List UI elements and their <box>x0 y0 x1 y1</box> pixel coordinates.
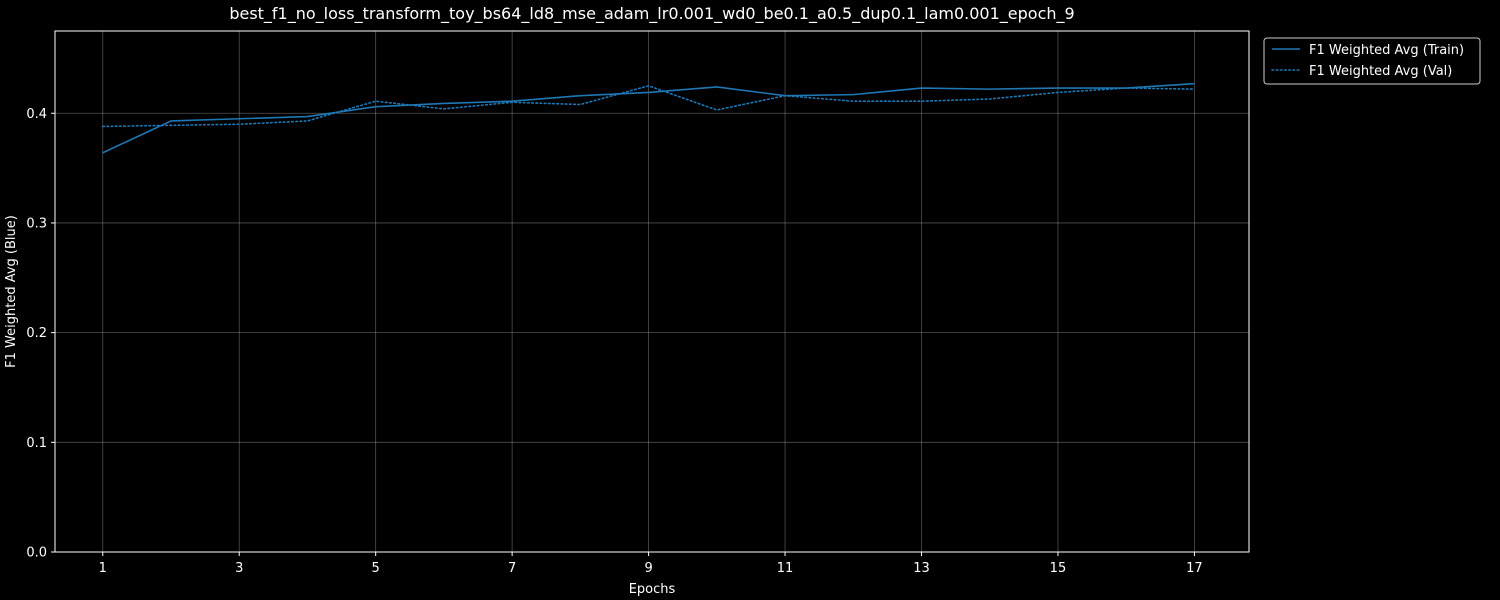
x-tick-label: 17 <box>1186 561 1203 576</box>
legend-box <box>1263 37 1481 85</box>
y-axis-label: F1 Weighted Avg (Blue) <box>4 215 19 368</box>
x-axis-ticks: 1 3 5 7 9 11 13 15 17 <box>99 552 1203 576</box>
y-tick-label: 0.1 <box>26 436 47 451</box>
legend-label-val: F1 Weighted Avg (Val) <box>1309 64 1452 79</box>
series-line-val <box>101 85 1196 128</box>
y-tick-label: 0.0 <box>26 546 47 561</box>
x-tick-label: 1 <box>99 561 107 576</box>
chart-title: best_f1_no_loss_transform_toy_bs64_ld8_m… <box>229 4 1074 24</box>
x-tick-label: 15 <box>1050 561 1067 576</box>
plot-frame <box>54 30 1250 553</box>
x-tick-label: 3 <box>235 561 243 576</box>
y-tick-label: 0.4 <box>26 107 47 122</box>
x-tick-label: 11 <box>777 561 794 576</box>
legend: F1 Weighted Avg (Train) F1 Weighted Avg … <box>1263 37 1481 85</box>
x-tick-label: 7 <box>508 561 516 576</box>
x-tick-label: 9 <box>644 561 652 576</box>
legend-label-train: F1 Weighted Avg (Train) <box>1309 43 1464 58</box>
series-line-train <box>102 82 1195 154</box>
x-axis-label: Epochs <box>629 582 676 597</box>
x-tick-label: 5 <box>372 561 380 576</box>
y-tick-label: 0.3 <box>26 216 47 231</box>
y-tick-label: 0.2 <box>26 326 47 341</box>
y-axis-ticks: 0.0 0.1 0.2 0.3 0.4 <box>26 107 55 561</box>
x-tick-label: 13 <box>913 561 930 576</box>
series-lines <box>101 82 1196 154</box>
